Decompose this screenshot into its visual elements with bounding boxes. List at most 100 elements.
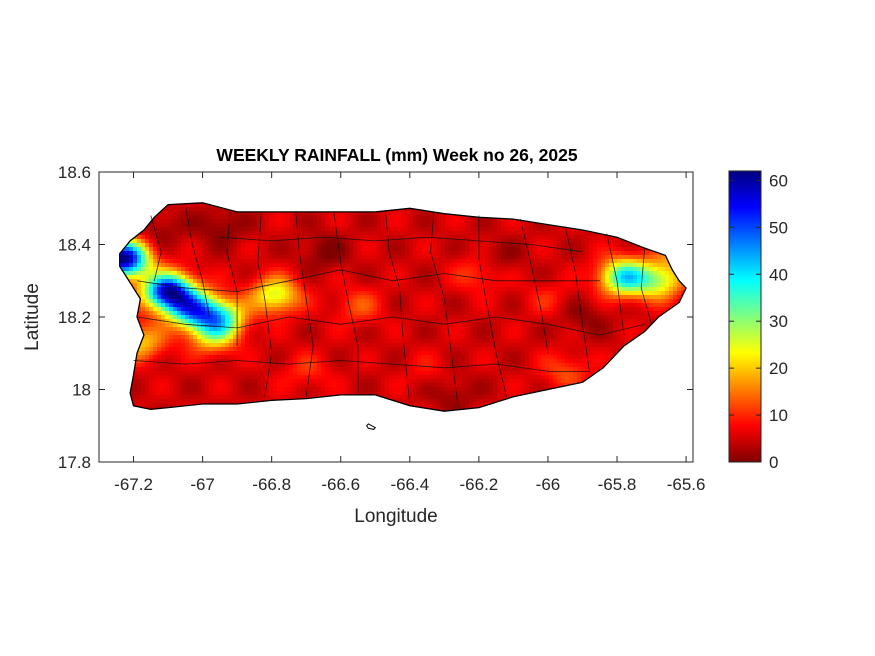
rainfall-cell — [201, 259, 206, 264]
rainfall-cell — [405, 271, 410, 276]
rainfall-cell — [313, 219, 318, 224]
rainfall-cell — [545, 307, 550, 312]
rainfall-cell — [133, 243, 138, 248]
rainfall-cell — [513, 239, 518, 244]
rainfall-cell — [169, 215, 174, 220]
rainfall-cell — [337, 219, 342, 224]
rainfall-cell — [641, 275, 646, 280]
rainfall-cell — [357, 323, 362, 328]
rainfall-cell — [353, 227, 358, 232]
rainfall-cell — [241, 267, 246, 272]
rainfall-cell — [569, 255, 574, 260]
rainfall-cell — [385, 303, 390, 308]
rainfall-cell — [277, 251, 282, 256]
rainfall-cell — [457, 283, 462, 288]
rainfall-cell — [357, 307, 362, 312]
rainfall-cell — [325, 327, 330, 332]
rainfall-cell — [409, 287, 414, 292]
rainfall-cell — [333, 319, 338, 324]
rainfall-cell — [417, 231, 422, 236]
rainfall-cell — [613, 259, 618, 264]
rainfall-cell — [465, 247, 470, 252]
rainfall-cell — [525, 271, 530, 276]
rainfall-cell — [529, 251, 534, 256]
rainfall-cell — [605, 271, 610, 276]
rainfall-cell — [569, 239, 574, 244]
rainfall-cell — [357, 251, 362, 256]
rainfall-cell — [165, 239, 170, 244]
rainfall-cell — [625, 279, 630, 284]
rainfall-cell — [285, 303, 290, 308]
rainfall-cell — [209, 307, 214, 312]
rainfall-cell — [153, 279, 158, 284]
rainfall-cell — [613, 307, 618, 312]
rainfall-cell — [557, 239, 562, 244]
rainfall-cell — [461, 295, 466, 300]
rainfall-cell — [253, 311, 258, 316]
rainfall-cell — [433, 239, 438, 244]
rainfall-cell — [533, 279, 538, 284]
rainfall-cell — [341, 291, 346, 296]
rainfall-cell — [217, 239, 222, 244]
rainfall-cell — [269, 219, 274, 224]
rainfall-cell — [297, 263, 302, 268]
rainfall-cell — [249, 219, 254, 224]
rainfall-cell — [561, 295, 566, 300]
rainfall-cell — [381, 223, 386, 228]
rainfall-cell — [385, 275, 390, 280]
rainfall-cell — [257, 327, 262, 332]
rainfall-cell — [677, 283, 682, 288]
rainfall-cell — [217, 279, 222, 284]
rainfall-cell — [405, 251, 410, 256]
rainfall-cell — [485, 307, 490, 312]
rainfall-cell — [337, 283, 342, 288]
rainfall-cell — [505, 223, 510, 228]
rainfall-cell — [237, 263, 242, 268]
rainfall-cell — [413, 279, 418, 284]
rainfall-cell — [353, 283, 358, 288]
rainfall-cell — [169, 243, 174, 248]
rainfall-cell — [565, 323, 570, 328]
rainfall-cell — [189, 291, 194, 296]
rainfall-cell — [285, 263, 290, 268]
rainfall-cell — [329, 295, 334, 300]
rainfall-cell — [393, 311, 398, 316]
rainfall-cell — [257, 219, 262, 224]
rainfall-cell — [353, 219, 358, 224]
rainfall-cell — [533, 227, 538, 232]
rainfall-cell — [261, 227, 266, 232]
rainfall-cell — [325, 211, 330, 216]
rainfall-cell — [193, 267, 198, 272]
rainfall-cell — [405, 299, 410, 304]
rainfall-cell — [613, 251, 618, 256]
rainfall-cell — [213, 315, 218, 320]
rainfall-cell — [173, 231, 178, 236]
rainfall-cell — [469, 227, 474, 232]
rainfall-cell — [533, 231, 538, 236]
rainfall-cell — [513, 231, 518, 236]
rainfall-cell — [469, 299, 474, 304]
rainfall-cell — [181, 227, 186, 232]
rainfall-cell — [665, 263, 670, 268]
rainfall-cell — [257, 247, 262, 252]
rainfall-cell — [181, 203, 186, 208]
rainfall-cell — [177, 215, 182, 220]
rainfall-cell — [613, 291, 618, 296]
rainfall-cell — [425, 319, 430, 324]
rainfall-cell — [221, 295, 226, 300]
rainfall-cell — [593, 307, 598, 312]
rainfall-cell — [641, 283, 646, 288]
rainfall-cell — [373, 219, 378, 224]
rainfall-cell — [545, 243, 550, 248]
rainfall-cell — [581, 319, 586, 324]
rainfall-cell — [281, 315, 286, 320]
rainfall-cell — [385, 307, 390, 312]
rainfall-cell — [213, 207, 218, 212]
rainfall-cell — [329, 275, 334, 280]
rainfall-cell — [429, 215, 434, 220]
rainfall-cell — [545, 223, 550, 228]
rainfall-cell — [457, 275, 462, 280]
rainfall-cell — [329, 267, 334, 272]
rainfall-cell — [277, 283, 282, 288]
rainfall-cell — [693, 267, 698, 272]
